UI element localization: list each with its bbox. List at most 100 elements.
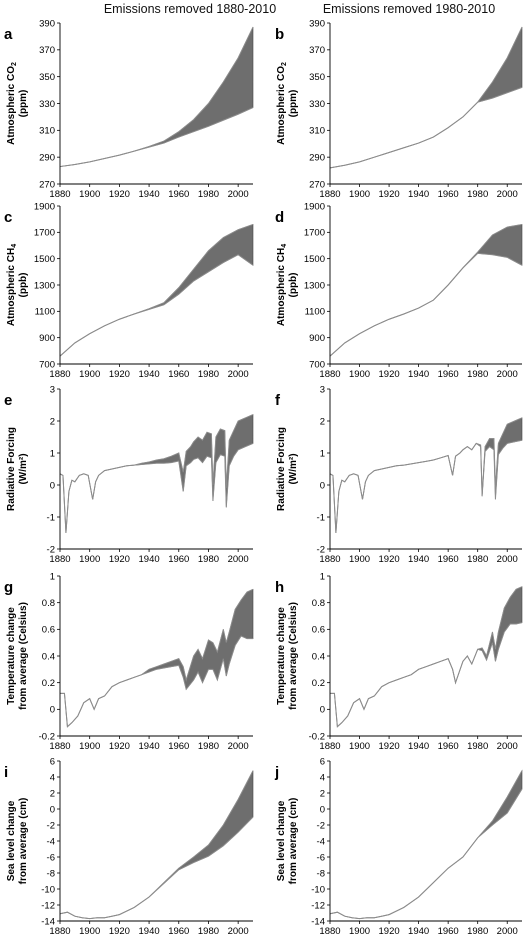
- x-tick-label-i: 1880: [49, 926, 70, 935]
- y-axis-label-i: Sea level changefrom average (cm): [6, 798, 29, 885]
- y-tick-label-i: 4: [50, 772, 55, 783]
- x-tick-label-b: 1900: [349, 189, 370, 200]
- x-tick-label-g: 1920: [109, 741, 130, 752]
- y-tick-label-e: 3: [50, 384, 55, 395]
- band-area-a: [59, 26, 254, 167]
- x-tick-label-e: 1980: [198, 554, 219, 565]
- x-tick-label-i: 1940: [139, 926, 160, 935]
- x-tick-label-d: 1940: [408, 369, 429, 380]
- panel-f: -2 -1 0 1 2 3 1880 1900 1920 1940 1960 1980 2000 f Rad…: [275, 384, 523, 565]
- x-tick-label-b: 2000: [497, 189, 518, 200]
- x-tick-label-f: 1920: [379, 554, 400, 565]
- panel-letter-h: h: [275, 579, 284, 596]
- x-tick-label-c: 1960: [168, 369, 189, 380]
- y-tick-label-a: 270: [39, 179, 55, 190]
- panel-letter-d: d: [275, 209, 284, 226]
- panel-letter-b: b: [275, 26, 284, 43]
- x-tick-label-a: 1980: [198, 189, 219, 200]
- x-tick-label-e: 1920: [109, 554, 130, 565]
- series-line-lower-d: [329, 252, 523, 357]
- y-tick-label-j: 0: [320, 804, 325, 815]
- x-tick-label-j: 1980: [467, 926, 488, 935]
- series-line-upper-f: [329, 417, 523, 534]
- band-area-e: [59, 414, 254, 534]
- y-tick-label-c: 1100: [35, 307, 55, 318]
- y-tick-label-b: 270: [309, 179, 325, 190]
- x-tick-label-a: 1960: [168, 189, 189, 200]
- x-tick-label-g: 1980: [198, 741, 219, 752]
- x-tick-label-b: 1980: [467, 189, 488, 200]
- y-tick-label-a: 310: [39, 126, 55, 137]
- x-tick-label-e: 1900: [79, 554, 100, 565]
- y-axis-label-b: Atmospheric CO2(ppm): [276, 62, 299, 145]
- y-tick-label-c: 700: [39, 359, 55, 370]
- x-tick-label-j: 1900: [349, 926, 370, 935]
- y-tick-label-g: 0.6: [42, 625, 55, 636]
- y-tick-label-f: 2: [320, 416, 325, 427]
- y-tick-label-a: 370: [39, 45, 55, 56]
- x-tick-label-i: 1960: [168, 926, 189, 935]
- x-tick-label-h: 1980: [467, 741, 488, 752]
- y-tick-label-a: 350: [39, 72, 55, 83]
- x-tick-label-f: 1980: [467, 554, 488, 565]
- series-line-upper-h: [330, 586, 523, 728]
- x-tick-label-a: 1940: [139, 189, 160, 200]
- panel-g: -0.2 0 0.2 0.4 0.6 0.8 1 1880 1900 1920 1940 1960 19…: [4, 571, 254, 752]
- series-line-lower-e: [59, 442, 254, 534]
- y-tick-label-d: 1700: [304, 228, 325, 239]
- x-tick-label-c: 1940: [139, 369, 160, 380]
- y-tick-label-b: 290: [309, 152, 325, 163]
- y-tick-label-j: -10: [311, 884, 325, 895]
- band-area-c: [59, 224, 254, 357]
- y-tick-label-i: -6: [47, 852, 55, 863]
- panel-i: -14 -12 -10 -8 -6 -4 -2 0 2 4 6 1880 1900 1920 1940 196…: [4, 756, 254, 935]
- y-tick-label-h: 0: [320, 705, 325, 716]
- x-tick-label-a: 1900: [79, 189, 100, 200]
- y-tick-label-d: 900: [309, 333, 325, 344]
- y-tick-label-c: 1900: [34, 201, 55, 212]
- y-tick-label-e: 0: [50, 480, 55, 491]
- series-line-lower-a: [59, 107, 254, 168]
- y-tick-label-i: -12: [41, 900, 55, 911]
- x-tick-label-g: 2000: [228, 741, 249, 752]
- y-tick-label-g: 0: [50, 705, 55, 716]
- y-tick-label-i: 0: [50, 804, 55, 815]
- y-tick-label-i: -2: [47, 820, 55, 831]
- x-tick-label-h: 1940: [408, 741, 429, 752]
- y-axis-label-f: Radiative Forcing(W/m²): [276, 427, 299, 511]
- y-axis-label-e: Radiative Forcing(W/m²): [6, 427, 29, 511]
- y-tick-label-j: -8: [317, 868, 325, 879]
- x-tick-label-j: 1920: [379, 926, 400, 935]
- y-tick-label-h: 0.4: [312, 651, 325, 662]
- x-tick-label-h: 1920: [379, 741, 400, 752]
- panel-letter-j: j: [274, 764, 279, 781]
- y-tick-label-f: 1: [320, 448, 325, 459]
- y-tick-label-j: -12: [311, 900, 325, 911]
- x-tick-label-a: 1880: [49, 189, 70, 200]
- x-tick-label-g: 1940: [139, 741, 160, 752]
- y-tick-label-c: 1700: [34, 228, 55, 239]
- panel-letter-f: f: [275, 392, 281, 409]
- y-tick-label-f: 0: [320, 480, 325, 491]
- x-tick-label-c: 2000: [228, 369, 249, 380]
- x-tick-label-j: 1880: [319, 926, 340, 935]
- y-tick-label-e: -1: [47, 512, 55, 523]
- y-tick-label-i: -14: [41, 916, 55, 927]
- series-line-lower-g: [60, 635, 253, 728]
- x-tick-label-c: 1900: [79, 369, 100, 380]
- x-tick-label-a: 2000: [228, 189, 249, 200]
- y-tick-label-d: 1900: [304, 201, 325, 212]
- x-tick-label-b: 1940: [408, 189, 429, 200]
- y-tick-label-b: 330: [309, 99, 325, 110]
- y-tick-label-b: 370: [309, 45, 325, 56]
- band-area-g: [60, 588, 254, 728]
- y-tick-label-d: 1300: [304, 280, 325, 291]
- y-tick-label-e: 2: [50, 416, 55, 427]
- x-tick-label-f: 2000: [497, 554, 518, 565]
- y-axis-label-j: Sea level changefrom average (cm): [276, 798, 299, 885]
- panel-letter-g: g: [4, 579, 13, 596]
- y-tick-label-g: 0.8: [42, 598, 55, 609]
- y-tick-label-j: 4: [320, 772, 325, 783]
- x-tick-label-f: 1900: [349, 554, 370, 565]
